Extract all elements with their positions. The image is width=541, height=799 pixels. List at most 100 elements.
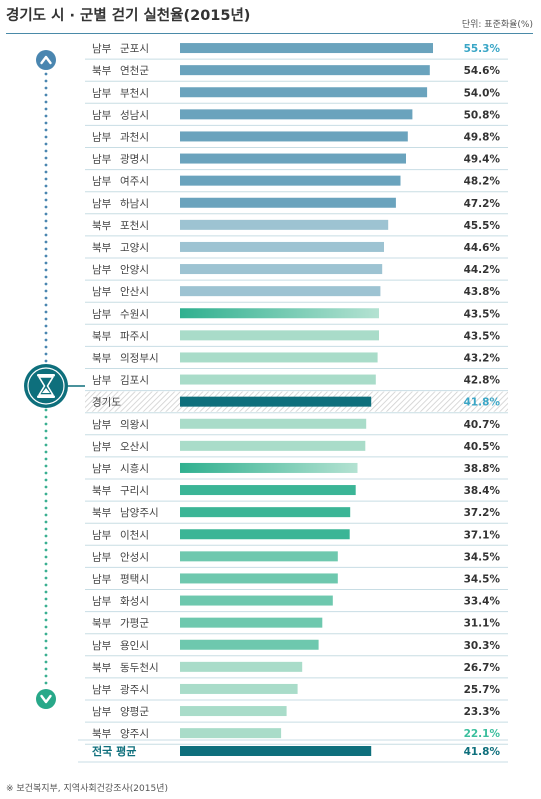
value-label: 30.3%: [464, 640, 501, 652]
value-label: 40.5%: [464, 441, 501, 453]
dot-bottom: [44, 590, 48, 594]
dot-bottom: [44, 667, 48, 671]
hourglass-top: [37, 374, 55, 377]
bar-row: 북부 포천시 45.5%: [85, 219, 508, 237]
city-label: 광주시: [120, 684, 149, 696]
city-label: 화성시: [120, 596, 149, 608]
bar-row: 남부 시흥시 38.8%: [85, 462, 508, 480]
up-chevron: [40, 55, 52, 65]
city-label: 안양시: [120, 264, 149, 276]
dot-top: [44, 233, 48, 237]
value-label: 54.6%: [464, 65, 501, 77]
city-label: 의왕시: [120, 419, 149, 431]
city-label: 구리시: [120, 485, 149, 497]
city-label: 포천시: [120, 220, 149, 232]
bar-row: 남부 여주시 48.2%: [85, 175, 508, 193]
value-label: 50.8%: [464, 109, 501, 121]
dot-bottom: [44, 681, 48, 685]
dot-top: [44, 296, 48, 300]
bar-row: 남부 안성시 34.5%: [85, 551, 508, 568]
bar-row: 남부 부천시 54.0%: [85, 87, 508, 104]
dot-bottom: [44, 541, 48, 545]
value-label: 54.0%: [464, 87, 501, 99]
dot-bottom: [44, 457, 48, 461]
dot-top: [44, 352, 48, 356]
dot-bottom: [44, 611, 48, 615]
bar: [180, 551, 338, 562]
dot-top: [44, 212, 48, 216]
city-label: 성남시: [120, 109, 149, 121]
dot-top: [44, 135, 48, 139]
bar-row: 남부 의왕시 40.7%: [85, 418, 508, 436]
bar-row: 남부 광명시 49.4%: [85, 153, 508, 171]
region-label: 남부: [92, 706, 112, 718]
dot-bottom: [44, 408, 48, 412]
value-label: 41.8%: [464, 397, 501, 409]
dot-bottom: [44, 618, 48, 622]
bar: [180, 396, 372, 407]
region-label: 북부: [92, 618, 112, 630]
region-label: 북부: [92, 728, 112, 740]
national-bar: [180, 746, 372, 756]
bar: [180, 43, 433, 54]
value-label: 23.3%: [464, 706, 501, 718]
dot-bottom: [44, 625, 48, 629]
dot-bottom: [44, 429, 48, 433]
hourglass-icon: [24, 364, 85, 408]
dot-top: [44, 121, 48, 125]
dot-top: [44, 268, 48, 272]
value-label: 45.5%: [464, 220, 501, 232]
region-label: 북부: [92, 242, 112, 254]
national-row: 전국 평균 41.8%: [92, 744, 500, 758]
dot-bottom: [44, 562, 48, 566]
bar: [180, 418, 367, 429]
bar-row: 남부 안양시 44.2%: [85, 264, 508, 281]
city-label: 의정부시: [120, 352, 159, 364]
region-label: 남부: [92, 176, 112, 188]
bar: [180, 706, 287, 717]
dot-bottom: [44, 597, 48, 601]
value-label: 40.7%: [464, 419, 501, 431]
value-label: 49.4%: [464, 154, 501, 166]
bar-row: 남부 김포시 42.8%: [85, 374, 508, 392]
dot-top: [44, 289, 48, 293]
dot-bottom: [44, 478, 48, 482]
dot-bottom: [44, 422, 48, 426]
value-label: 38.8%: [464, 463, 501, 475]
bar: [180, 374, 376, 385]
bar-row: 남부 군포시 55.3%: [85, 43, 508, 60]
dot-top: [44, 303, 48, 307]
region-label: 남부: [92, 375, 112, 387]
city-label: 남양주시: [120, 507, 159, 519]
dot-top: [44, 198, 48, 202]
value-label: 38.4%: [464, 485, 501, 497]
city-label: 평택시: [120, 573, 149, 585]
dot-top: [44, 254, 48, 258]
region-label: 남부: [92, 308, 112, 320]
national-value: 41.8%: [464, 746, 501, 758]
city-label: 군포시: [120, 43, 149, 55]
dot-bottom: [44, 513, 48, 517]
rows-layer: 남부 군포시 55.3%북부 연천군 54.6%남부 부천시 54.0%남부 성남시 50.8%…: [78, 43, 508, 763]
dot-bottom: [44, 520, 48, 524]
value-label: 26.7%: [464, 662, 501, 674]
dot-bottom: [44, 471, 48, 475]
bar: [180, 529, 350, 540]
bar: [180, 728, 282, 739]
bar-row: 남부 용인시 30.3%: [85, 639, 508, 657]
city-label: 안성시: [120, 551, 149, 563]
bar: [180, 462, 358, 473]
value-label: 44.2%: [464, 264, 501, 276]
value-label: 55.3%: [464, 43, 501, 55]
dot-top: [44, 240, 48, 244]
bar-row: 북부 구리시 38.4%: [85, 485, 508, 502]
dot-top: [44, 359, 48, 363]
dot-top: [44, 156, 48, 160]
bar-row: 남부 이천시 37.1%: [85, 529, 508, 546]
hourglass-bottom: [37, 395, 55, 398]
bar: [180, 308, 379, 319]
dot-bottom: [44, 450, 48, 454]
dot-top: [44, 331, 48, 335]
dot-top: [44, 282, 48, 286]
bar: [180, 330, 379, 341]
